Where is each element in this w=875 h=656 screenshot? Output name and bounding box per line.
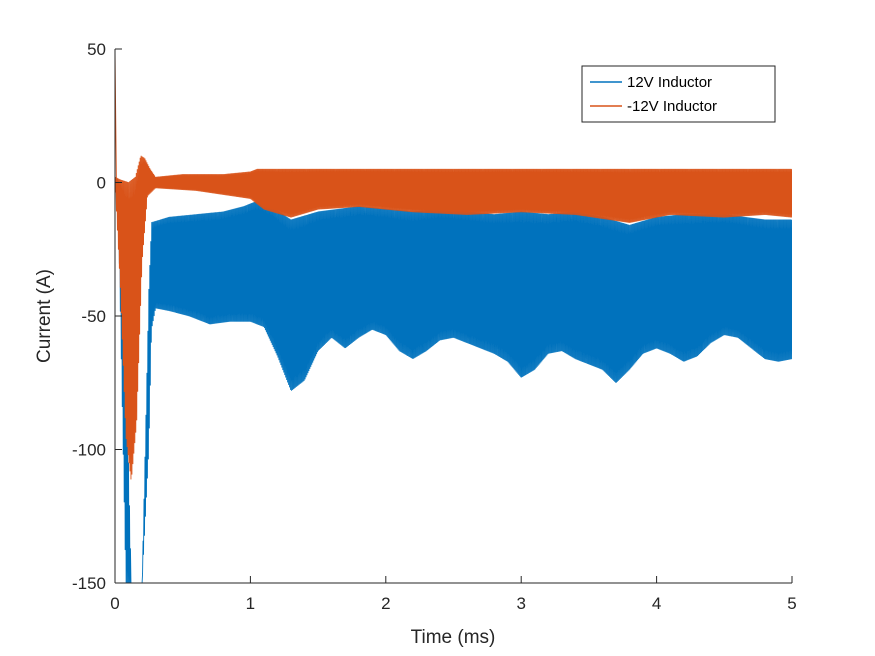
y-tick-label: 0 [97,174,106,193]
legend: 12V Inductor -12V Inductor [581,65,776,123]
legend-label-12v: 12V Inductor [627,74,712,91]
y-tick-label: 50 [87,40,106,59]
x-tick-label: 4 [652,594,661,613]
x-tick-label: 0 [110,594,119,613]
x-axis-title: Time (ms) [411,627,496,648]
legend-label-neg12v: -12V Inductor [627,98,717,115]
legend-box [581,65,776,123]
x-tick-label: 3 [516,594,525,613]
y-axis-title: Current (A) [34,269,55,363]
x-tick-label: 5 [787,594,796,613]
x-tick-label: 1 [246,594,255,613]
x-tick-label: 2 [381,594,390,613]
y-tick-label: -100 [72,441,106,460]
y-tick-label: -50 [81,307,106,326]
series-line-neg12v-inductor [115,49,792,480]
y-tick-label: -150 [72,574,106,593]
series-layer [115,49,792,583]
axes-layer: 0 1 2 3 4 5 50 0 -50 -100 -150 [72,40,797,613]
